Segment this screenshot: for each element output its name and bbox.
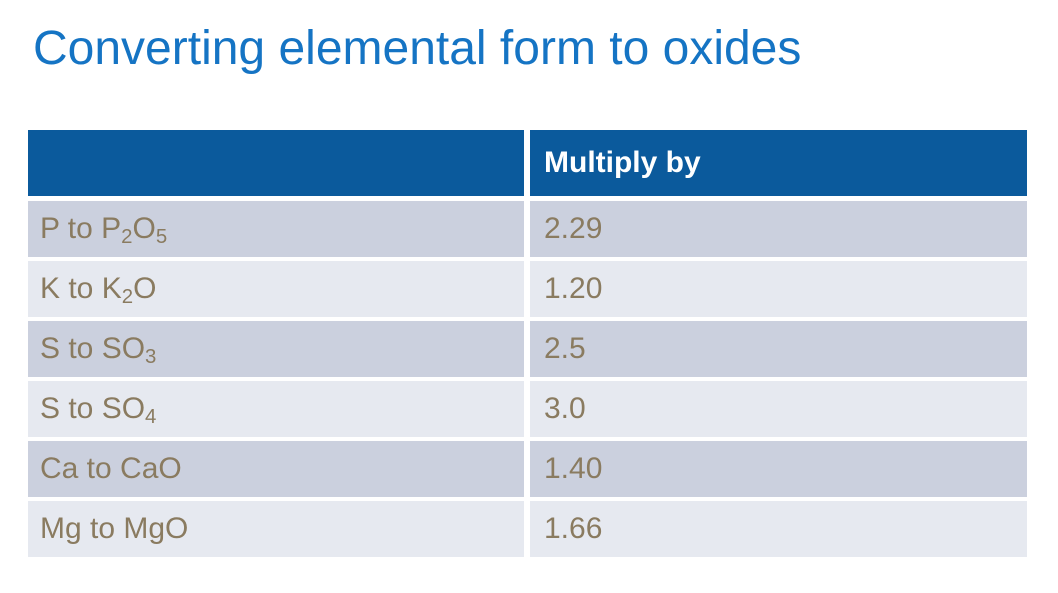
formula-subscript: 2 (121, 285, 134, 308)
formula-subscript: 5 (155, 225, 168, 248)
table-row: S to SO4 3.0 (28, 381, 1027, 441)
conversion-table: Multiply by P to P2O5 2.29 K to K2O 1.20 S t… (28, 130, 1027, 561)
row-value-cell: 2.29 (530, 201, 1027, 261)
header-cell-multiply-by: Multiply by (530, 130, 1027, 201)
row-label-cell: S to SO3 (28, 321, 530, 381)
row-label-cell: Ca to CaO (28, 441, 530, 501)
formula-text: Ca to CaO (40, 452, 182, 485)
table-row: Mg to MgO 1.66 (28, 501, 1027, 561)
row-label-cell: P to P2O5 (28, 201, 530, 261)
formula-text: P to P (40, 212, 122, 245)
formula-text: O (133, 272, 157, 305)
row-label-cell: S to SO4 (28, 381, 530, 441)
formula-subscript: 4 (145, 405, 157, 428)
row-value-cell: 3.0 (530, 381, 1027, 441)
formula-text: O (132, 212, 156, 245)
formula-subscript: 2 (121, 225, 133, 248)
slide-title: Converting elemental form to oxides (33, 22, 802, 75)
formula-text: Mg to MgO (40, 512, 189, 545)
formula-text: S to SO (40, 332, 146, 365)
row-value-cell: 1.66 (530, 501, 1027, 561)
table-row: P to P2O5 2.29 (28, 201, 1027, 261)
row-value-cell: 2.5 (530, 321, 1027, 381)
row-value-cell: 1.40 (530, 441, 1027, 501)
table-row: K to K2O 1.20 (28, 261, 1027, 321)
table-row: Ca to CaO 1.40 (28, 441, 1027, 501)
table-row: S to SO3 2.5 (28, 321, 1027, 381)
row-label-cell: Mg to MgO (28, 501, 530, 561)
formula-text: S to SO (40, 392, 146, 425)
header-cell-empty (28, 130, 530, 201)
table-header-row: Multiply by (28, 130, 1027, 201)
table-head: Multiply by (28, 130, 1027, 201)
table-body: P to P2O5 2.29 K to K2O 1.20 S to SO3 2.5 S to… (28, 201, 1027, 561)
formula-subscript: 3 (145, 345, 157, 368)
row-value-cell: 1.20 (530, 261, 1027, 321)
formula-text: K to K (40, 272, 122, 305)
row-label-cell: K to K2O (28, 261, 530, 321)
